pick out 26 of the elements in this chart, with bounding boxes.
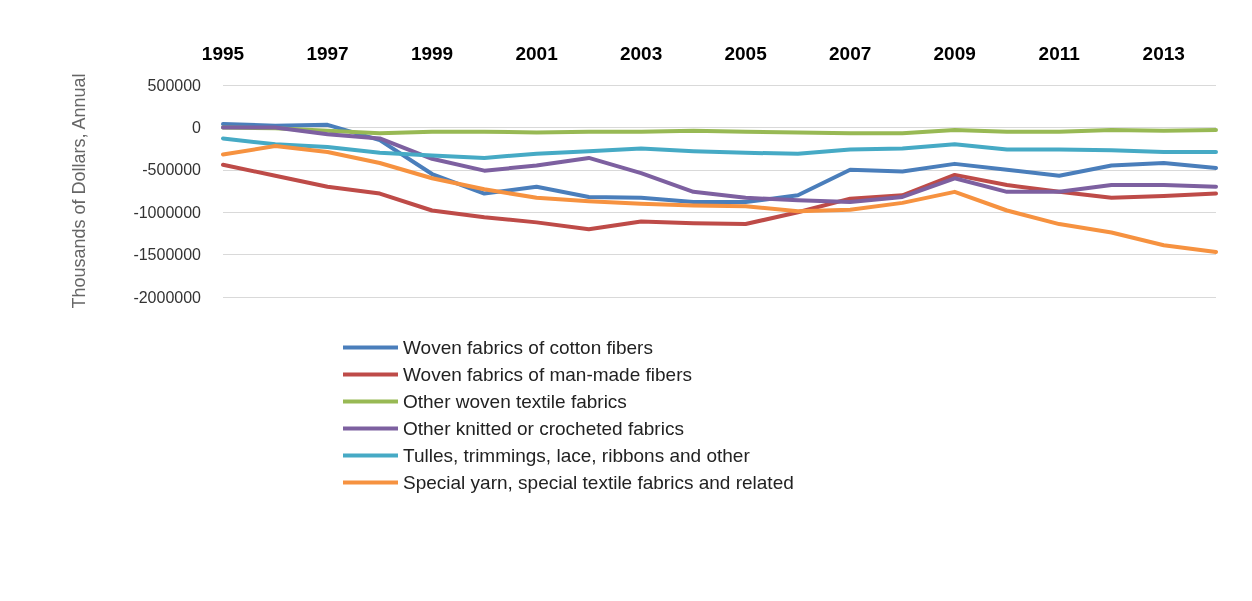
x-tick-label: 2007 <box>829 43 872 64</box>
y-tick-label: -1000000 <box>133 203 202 221</box>
x-tick-label: 2003 <box>619 43 663 64</box>
x-tick-label: 2013 <box>1142 43 1185 64</box>
y-tick-label: -1500000 <box>133 246 202 264</box>
x-tick-label: 2005 <box>724 43 768 64</box>
y-tick-label: -2000000 <box>133 288 202 306</box>
y-axis-title: Thousands of Dollars, Annual <box>69 73 89 309</box>
x-tick-label: 2001 <box>515 43 559 64</box>
legend-label: Woven fabrics of cotton fibers <box>403 337 653 358</box>
x-tick-label: 1995 <box>201 43 245 64</box>
line-series <box>221 162 1218 232</box>
legend-label: Woven fabrics of man-made fibers <box>403 364 692 385</box>
legend-label: Special yarn, special textile fabrics and related <box>403 472 794 493</box>
legend-label: Other knitted or crocheted fabrics <box>403 418 684 439</box>
y-tick-label: 500000 <box>147 76 202 94</box>
legend-label: Tulles, trimmings, lace, ribbons and other <box>403 445 751 466</box>
y-tick-label: -500000 <box>142 161 202 179</box>
x-tick-label: 1999 <box>410 43 454 64</box>
legend-label: Other woven textile fabrics <box>403 391 627 412</box>
x-tick-label: 2009 <box>933 43 976 64</box>
y-tick-label: 0 <box>192 118 202 136</box>
line-series <box>221 136 1218 160</box>
x-tick-label: 2011 <box>1038 43 1081 64</box>
x-tick-label: 1997 <box>306 43 349 64</box>
line-series <box>221 144 1218 255</box>
